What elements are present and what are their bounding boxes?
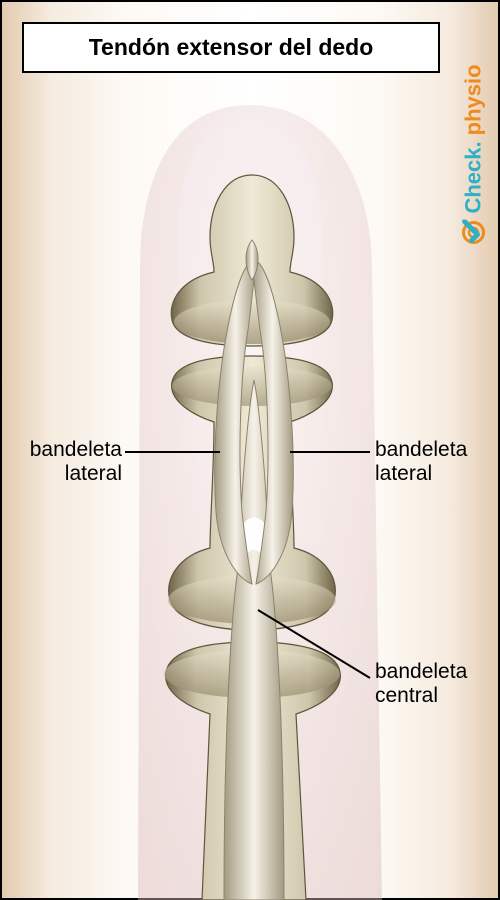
label-central-text: bandeletacentral <box>375 660 467 707</box>
leader-lateral-right <box>290 451 370 453</box>
label-lateral-right-text: bandeletalateral <box>375 438 467 485</box>
label-lateral-left: bandeletalateral <box>16 438 122 486</box>
label-central: bandeletacentral <box>375 660 485 708</box>
label-lateral-left-text: bandeletalateral <box>30 438 122 485</box>
leader-lateral-left <box>125 451 220 453</box>
label-lateral-right: bandeletalateral <box>375 438 485 486</box>
